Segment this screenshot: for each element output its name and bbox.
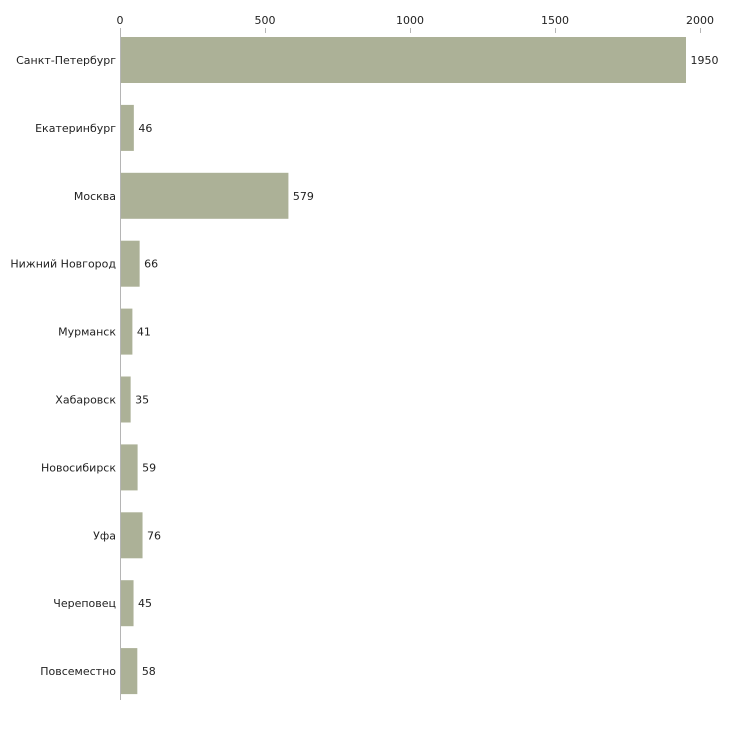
category-label: Мурманск [58,326,116,339]
category-label: Новосибирск [41,461,116,474]
bar [120,580,134,627]
value-label: 76 [147,529,161,542]
bar [120,37,686,83]
x-tick-label: 0 [117,14,124,27]
bar [120,648,138,695]
bar [120,444,138,491]
bar [120,240,140,287]
x-tick-label: 1000 [396,14,424,27]
value-label: 59 [142,461,156,474]
x-tick-label: 500 [255,14,276,27]
bar [120,172,289,219]
value-labels: 1950 46 579 66 41 35 59 76 45 58 [135,54,718,678]
value-label: 45 [138,597,152,610]
x-tick-label: 2000 [686,14,714,27]
value-label: 579 [293,190,314,203]
category-label: Уфа [93,529,116,542]
category-label: Екатеринбург [35,122,116,135]
category-label: Повсеместно [40,665,116,678]
bars [120,37,686,695]
x-axis-ticks: 0 500 1000 1500 2000 [117,14,714,33]
category-label: Череповец [53,597,116,610]
category-label: Санкт-Петербург [16,54,116,67]
bar [120,104,134,151]
value-label: 58 [142,665,156,678]
category-labels: Санкт-Петербург Екатеринбург Москва Нижний … [10,54,116,678]
bar [120,512,143,559]
bar [120,376,131,423]
value-label: 1950 [691,54,719,67]
bar [120,308,133,355]
value-label: 66 [144,258,158,271]
x-tick-label: 1500 [541,14,569,27]
value-label: 41 [137,326,151,339]
value-label: 35 [135,394,149,407]
value-label: 46 [138,122,152,135]
category-label: Хабаровск [55,394,116,407]
category-label: Нижний Новгород [10,258,116,271]
category-label: Москва [74,190,116,203]
